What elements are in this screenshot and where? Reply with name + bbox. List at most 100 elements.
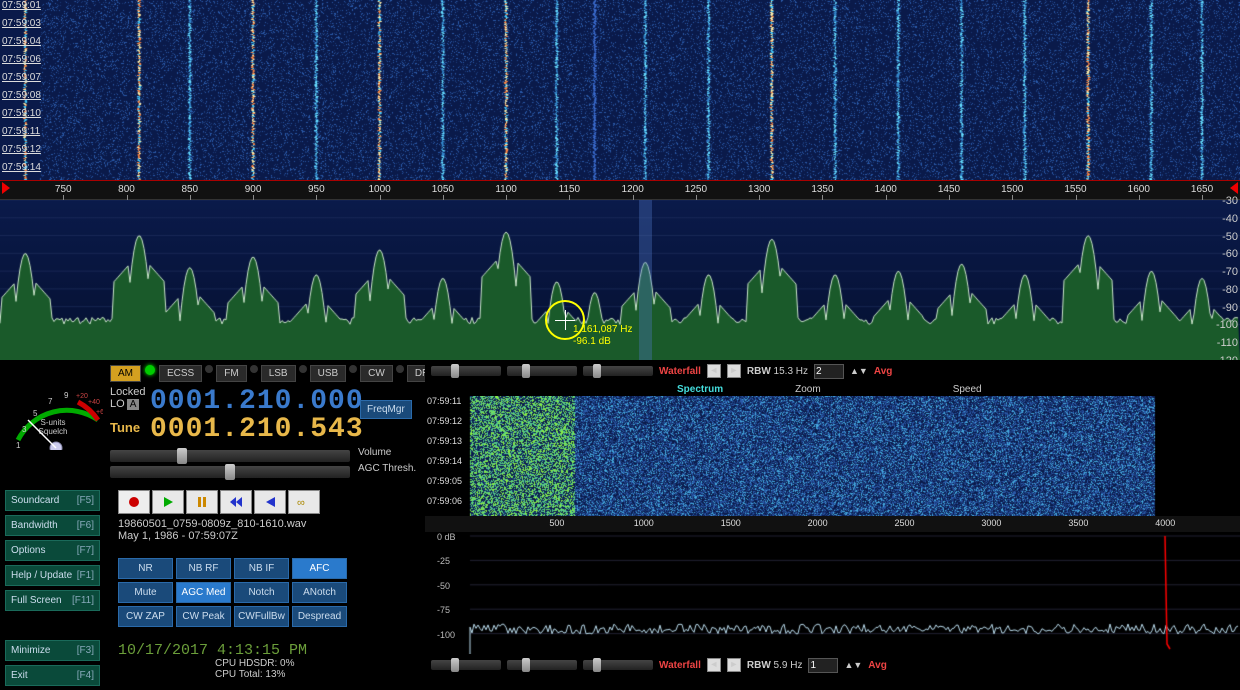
sec-db-tick: -75 [437,605,450,615]
secondary-freq-ruler[interactable]: 5001000150020002500300035004000 [425,516,1240,532]
play-button[interactable] [152,490,184,514]
waterfall-time-axis: 07:59:0107:59:0307:59:0407:59:0607:59:07… [0,0,50,180]
svg-text:5: 5 [33,409,38,418]
ruler-left-marker[interactable] [2,182,10,194]
volume-label: Volume [358,447,391,458]
dsp-anotch-button[interactable]: ANotch [292,582,347,603]
freq-tick: 1050 [432,184,454,195]
file-info: 19860501_0759-0809z_810-1610.wav May 1, … [118,518,306,542]
bandwidth-button[interactable]: Bandwidth[F6] [5,515,100,536]
freq-tick: 1100 [495,184,517,195]
freqmgr-button[interactable]: FreqMgr [360,400,412,419]
mode-ecss-button[interactable]: ECSS [159,365,202,382]
skip-back-button[interactable] [220,490,252,514]
main-spectrum[interactable]: -30-40-50-60-70-80-90-100-110-120 [0,200,1240,360]
frequency-ruler[interactable]: 7508008509009501000105011001150120012501… [0,180,1240,200]
waterfall-time-label: 07:59:12 [0,144,50,162]
dsp-nr-button[interactable]: NR [118,558,173,579]
freq-tick: 900 [245,184,262,195]
dsp-nb-rf-button[interactable]: NB RF [176,558,231,579]
sec-waterfall-time: 07:59:13 [427,436,462,446]
record-button[interactable] [118,490,150,514]
dsp-despread-button[interactable]: Despread [292,606,347,627]
db-tick: -100 [1216,319,1238,331]
tune-frequency-display[interactable]: 0001.210.543 [150,414,364,445]
mode-led-icon [145,365,155,375]
sec-freq-tick: 3000 [981,518,1001,528]
db-tick: -70 [1222,266,1238,278]
dsp-cw-zap-button[interactable]: CW ZAP [118,606,173,627]
dsp-afc-button[interactable]: AFC [292,558,347,579]
waterfall-time-label: 07:59:06 [0,54,50,72]
freq-tick: 1200 [622,184,644,195]
freq-tick: 1450 [938,184,960,195]
mode-am-button[interactable]: AM [110,365,141,382]
nav-next-button[interactable]: ► [727,364,741,378]
minimize-button[interactable]: Minimize[F3] [5,640,100,661]
file-timestamp: May 1, 1986 - 07:59:07Z [118,530,306,542]
avg-label-bot: Avg [868,660,887,671]
sec-waterfall-time: 07:59:11 [427,396,461,406]
locked-indicator: Locked LOA [110,386,145,410]
loop-button[interactable]: ∞ [288,490,320,514]
dsp-agc-med-button[interactable]: AGC Med [176,582,231,603]
svg-text:+20: +20 [76,393,88,400]
mode-fm-button[interactable]: FM [216,365,246,382]
freq-tick: 1550 [1064,184,1086,195]
sec-freq-tick: 2500 [895,518,915,528]
nav-prev-bot[interactable]: ◄ [707,658,721,672]
cursor-db-readout: -96.1 dB [573,336,611,347]
soundcard-button[interactable]: Soundcard[F5] [5,490,100,511]
freq-tick: 950 [308,184,325,195]
dsp-mute-button[interactable]: Mute [118,582,173,603]
bot-slider-1[interactable] [431,660,501,670]
agc-threshold-slider[interactable] [110,466,350,478]
bot-slider-3[interactable] [583,660,653,670]
full-screen-button[interactable]: Full Screen[F11] [5,590,100,611]
freq-tick: 1600 [1128,184,1150,195]
waterfall-time-label: 07:59:03 [0,18,50,36]
bot-slider-2[interactable] [507,660,577,670]
cursor-crosshair-v [565,310,566,330]
volume-slider[interactable] [110,450,350,462]
mode-cw-button[interactable]: CW [360,365,393,382]
file-name: 19860501_0759-0809z_810-1610.wav [118,518,306,530]
waterfall-time-label: 07:59:14 [0,162,50,180]
sec-waterfall-time: 07:59:06 [427,496,462,506]
pause-button[interactable] [186,490,218,514]
nav-next-bot[interactable]: ► [727,658,741,672]
dsp-cwfullbw-button[interactable]: CWFullBw [234,606,289,627]
lo-frequency-display[interactable]: 0001.210.000 [150,386,364,417]
rbw-spinner[interactable] [814,364,844,379]
sec-freq-tick: 1500 [721,518,741,528]
lo-badge[interactable]: A [127,399,140,410]
options-button[interactable]: Options[F7] [5,540,100,561]
mode-usb-button[interactable]: USB [310,365,347,382]
s-meter: S-units Squelch 1 3 5 7 9 +20 +40 +60 [8,370,103,450]
dsp-nb-if-button[interactable]: NB IF [234,558,289,579]
svg-text:7: 7 [48,397,53,406]
top-slider-3[interactable] [583,366,653,376]
mode-lsb-button[interactable]: LSB [261,365,296,382]
exit-button[interactable]: Exit[F4] [5,665,100,686]
nav-prev-button[interactable]: ◄ [707,364,721,378]
secondary-waterfall[interactable]: 07:59:1107:59:1207:59:1307:59:1407:59:05… [425,396,1240,516]
tune-label: Tune [110,420,140,435]
secondary-spectrum[interactable]: 0 dB-25-50-75-100-125 [425,532,1240,654]
sec-freq-tick: 3500 [1068,518,1088,528]
dsp-cw-peak-button[interactable]: CW Peak [176,606,231,627]
main-waterfall[interactable]: 07:59:0107:59:0307:59:0407:59:0607:59:07… [0,0,1240,180]
sec-db-tick: -50 [437,581,450,591]
dsp-notch-button[interactable]: Notch [234,582,289,603]
rbw-spinner-bot[interactable] [808,658,838,673]
ruler-right-marker[interactable] [1230,182,1238,194]
help-update-button[interactable]: Help / Update[F1] [5,565,100,586]
top-slider-1[interactable] [431,366,501,376]
tuned-band-indicator[interactable] [639,200,652,360]
top-slider-2[interactable] [507,366,577,376]
speed-label: Speed [953,384,982,395]
rewind-button[interactable] [254,490,286,514]
svg-text:9: 9 [64,391,69,400]
freq-tick: 1300 [748,184,770,195]
waterfall-label: Waterfall [659,366,701,377]
